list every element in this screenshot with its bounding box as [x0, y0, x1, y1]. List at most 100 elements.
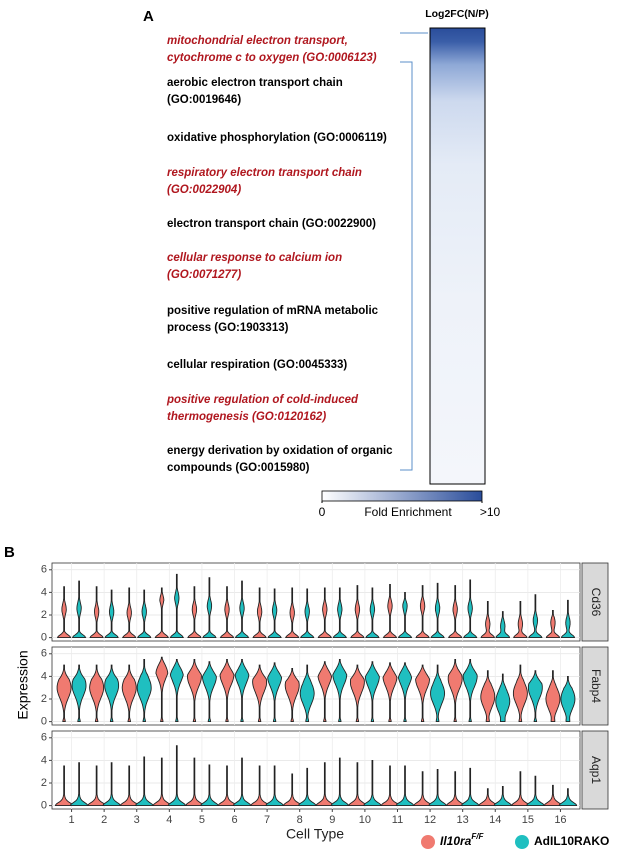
x-tick-label: 11 — [392, 814, 403, 826]
violin — [219, 658, 235, 723]
legend-swatch — [421, 835, 435, 849]
violin — [119, 765, 139, 807]
violin — [447, 658, 463, 723]
violin — [71, 580, 87, 639]
violin — [543, 784, 563, 807]
violin — [121, 587, 137, 639]
violin — [187, 586, 202, 639]
violin — [200, 764, 219, 807]
violin — [395, 765, 415, 807]
violin — [265, 765, 284, 807]
go-term: cytochrome c to oxygen (GO:0006123) — [167, 52, 377, 64]
legend-label: AdIL10RAKO — [534, 834, 609, 848]
violin — [365, 587, 380, 639]
facet-strip — [581, 646, 609, 726]
panel-label: B — [4, 544, 15, 561]
x-tick-label: 3 — [134, 814, 140, 826]
x-tick-label: 10 — [359, 814, 371, 826]
x-tick-label: 4 — [166, 814, 172, 826]
y-tick-label: 2 — [41, 693, 47, 705]
go-term: energy derivation by oxidation of organi… — [167, 445, 393, 457]
violin — [282, 773, 302, 807]
violin — [89, 586, 104, 639]
violin — [155, 656, 169, 723]
heatmap — [429, 27, 486, 485]
violin — [478, 788, 497, 807]
go-term: oxidative phosphorylation (GO:0006119) — [167, 132, 387, 144]
x-tick-label: 16 — [554, 814, 566, 826]
y-tick-label: 6 — [41, 648, 47, 660]
facet-label: Aqp1 — [589, 756, 603, 784]
violin — [397, 662, 413, 723]
x-tick-label: 9 — [329, 814, 335, 826]
violin — [234, 580, 250, 639]
violin — [462, 579, 478, 639]
violin — [234, 658, 250, 723]
violin — [315, 762, 335, 807]
violin — [560, 599, 576, 639]
violin — [250, 765, 269, 807]
go-term: cellular response to calcium ion — [167, 252, 342, 264]
violin — [480, 600, 496, 639]
violin — [299, 588, 315, 639]
facet-label: Cd36 — [589, 588, 603, 617]
violin — [185, 757, 204, 807]
y-tick-label: 2 — [41, 609, 47, 621]
x-tick-label: 5 — [199, 814, 205, 826]
violin — [350, 585, 365, 639]
violin — [232, 757, 252, 807]
go-term: positive regulation of mRNA metabolic — [167, 305, 379, 317]
violin — [545, 670, 561, 723]
violin — [104, 664, 120, 723]
brackets — [400, 32, 428, 471]
go-term: electron transport chain (GO:0022900) — [167, 218, 376, 230]
violin — [349, 664, 365, 723]
violin — [69, 762, 89, 807]
legend-name: Il10ra — [440, 834, 472, 848]
facet-strip — [581, 730, 609, 810]
legend-swatch — [515, 835, 529, 849]
colorbar-label: Fold Enrichment — [364, 505, 452, 519]
violin — [462, 658, 478, 723]
facet-strip — [581, 562, 609, 642]
violin — [495, 611, 511, 639]
x-tick-label: 15 — [522, 814, 534, 826]
colorbar — [321, 490, 483, 502]
violin — [297, 767, 317, 807]
violin — [413, 771, 432, 807]
go-term: thermogenesis (GO:0120162) — [167, 411, 326, 423]
x-tick-label: 14 — [489, 814, 501, 826]
violin — [526, 775, 545, 807]
violin — [87, 765, 106, 807]
violin — [134, 756, 154, 807]
violin — [71, 664, 87, 723]
violin — [56, 586, 72, 639]
violin — [560, 675, 576, 723]
violin — [284, 587, 300, 639]
violin — [512, 664, 528, 723]
violin — [363, 759, 382, 807]
x-tick-label: 8 — [297, 814, 303, 826]
go-term: (GO:0071277) — [167, 269, 241, 281]
violin — [252, 664, 268, 723]
violin — [480, 670, 496, 723]
y-tick-label: 6 — [41, 732, 47, 744]
violin — [380, 765, 400, 807]
y-tick-label: 6 — [41, 564, 47, 576]
violin — [495, 673, 511, 723]
violin — [219, 586, 235, 639]
violin — [430, 582, 445, 639]
facet-panel — [51, 562, 581, 642]
x-tick-label: 6 — [231, 814, 237, 826]
violin — [428, 768, 447, 807]
violin — [364, 661, 380, 723]
violin — [284, 668, 300, 723]
x-tick-label: 13 — [457, 814, 469, 826]
violin — [56, 664, 72, 723]
violin — [460, 767, 480, 807]
colorbar-tick-label: >10 — [480, 505, 501, 519]
go-term: mitochondrial electron transport, — [167, 35, 348, 47]
violin — [513, 600, 528, 639]
violin — [136, 658, 152, 723]
